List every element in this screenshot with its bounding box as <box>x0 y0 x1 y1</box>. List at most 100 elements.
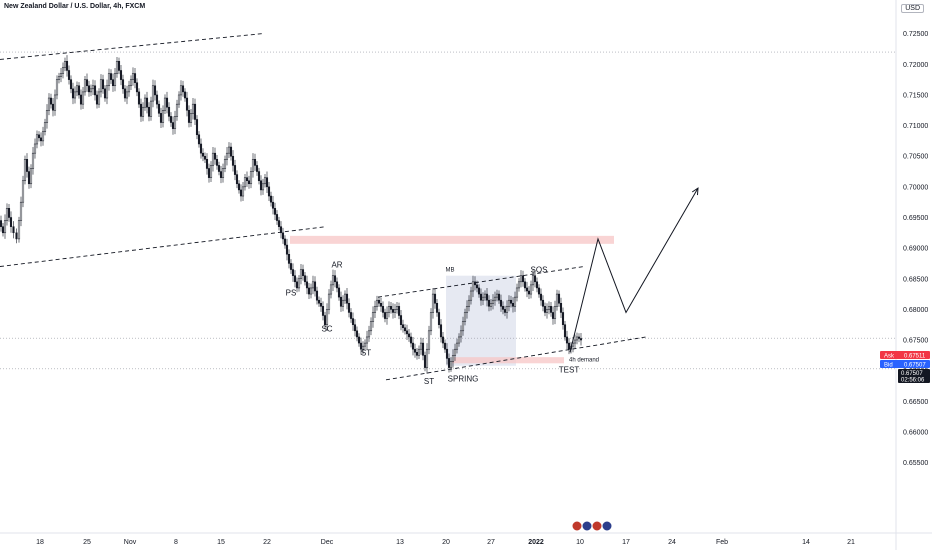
candle-body <box>497 293 501 301</box>
candle-body <box>395 306 399 310</box>
candle-body <box>63 61 67 68</box>
candle-body <box>35 134 39 145</box>
time-axis[interactable]: 18 25 Nov 8 15 22 Dec 13 20 27 2022 10 17 24 Feb 14 21 <box>36 539 855 546</box>
time-tick-label: Dec <box>321 539 334 546</box>
candle-body <box>12 226 15 234</box>
candle-body <box>3 220 7 234</box>
candle-body <box>29 168 33 185</box>
candle-body <box>507 299 511 307</box>
candle-body <box>33 143 37 154</box>
candle-body <box>223 159 227 169</box>
price-tick-label: 0.72500 <box>903 31 928 38</box>
bid-tag-value: 0.67507 <box>904 363 926 369</box>
economic-event-icon[interactable] <box>571 520 583 532</box>
candle-body <box>1 226 5 234</box>
candle-body <box>257 171 261 181</box>
time-tick-label: 25 <box>83 539 91 546</box>
candle-body <box>101 79 105 90</box>
candle-body <box>123 88 127 99</box>
candle-body <box>155 94 159 105</box>
candle-body <box>263 177 267 185</box>
price-axis[interactable]: 0.72500 0.72000 0.71500 0.71000 0.70500 0.700… <box>903 31 928 467</box>
candle-body <box>309 287 313 295</box>
candle-body <box>473 281 477 286</box>
candle-body <box>373 306 377 313</box>
time-tick-label: 8 <box>174 539 178 546</box>
candle-body <box>119 70 123 80</box>
candle-body <box>251 159 255 172</box>
candle-body <box>85 79 89 87</box>
candle-body <box>135 82 139 93</box>
candle-body <box>461 321 465 332</box>
candle-body <box>77 85 81 96</box>
bar-countdown: 02:56:06 <box>901 378 925 384</box>
candle-body <box>87 85 91 93</box>
chart-title: New Zealand Dollar / U.S. Dollar, 4h, FX… <box>4 3 146 10</box>
annotation-label: SC <box>321 324 332 333</box>
candle-body <box>19 201 23 221</box>
candle-body <box>519 275 523 283</box>
candle-body <box>319 303 323 307</box>
candle-body <box>159 113 163 123</box>
candle-body <box>295 281 299 289</box>
event-flags[interactable] <box>571 520 613 532</box>
candle-body <box>93 85 97 96</box>
candle-body <box>259 180 263 191</box>
candle-body <box>425 348 429 368</box>
annotation-label: MB <box>446 267 455 273</box>
annotation-label: ST <box>361 348 371 357</box>
candle-body <box>239 189 243 197</box>
candle-body <box>285 244 289 255</box>
candle-body <box>365 336 369 344</box>
price-tick-label: 0.66500 <box>903 399 928 406</box>
trend-line <box>0 33 263 60</box>
time-tick-label: 27 <box>487 539 495 546</box>
candle-body <box>517 281 521 289</box>
candle-body <box>457 336 461 344</box>
candle-body <box>545 309 549 313</box>
candle-body <box>245 177 249 181</box>
candle-body <box>431 293 435 313</box>
economic-event-icon[interactable] <box>591 520 603 532</box>
candle-body <box>157 103 161 114</box>
candle-body <box>491 299 495 304</box>
candle-body <box>279 226 283 234</box>
candle-body <box>145 97 149 108</box>
candle-body <box>191 103 195 114</box>
time-tick-label: 24 <box>668 539 676 546</box>
candle-body <box>523 281 527 289</box>
economic-event-icon[interactable] <box>581 520 593 532</box>
candle-body <box>369 321 373 332</box>
candle-body <box>573 339 577 344</box>
economic-event-icon[interactable] <box>601 520 613 532</box>
candle-body <box>327 293 331 310</box>
candle-body <box>529 284 533 295</box>
candle-body <box>481 296 485 301</box>
candle-body <box>397 306 401 316</box>
candle-body <box>55 79 59 96</box>
candle-body <box>483 293 487 298</box>
candle-body <box>405 330 409 335</box>
candle-body <box>515 287 519 298</box>
candle-body <box>237 183 241 191</box>
candle-body <box>275 214 279 221</box>
candle-body <box>57 76 61 80</box>
annotation-label: PS <box>286 288 297 297</box>
candle-body <box>261 183 265 191</box>
candle-body <box>557 293 561 304</box>
candle-body <box>287 253 291 264</box>
currency-selector[interactable]: USD <box>901 4 924 13</box>
candle-body <box>291 269 295 276</box>
candle-body <box>37 134 41 139</box>
candle-body <box>567 342 571 350</box>
candle-body <box>167 106 171 117</box>
candle-body <box>39 137 43 142</box>
candle-body <box>171 122 175 129</box>
candle-body <box>173 116 177 129</box>
candle-body <box>267 186 271 197</box>
candle-body <box>215 159 219 166</box>
candle-body <box>153 85 157 96</box>
projection-layer <box>569 187 699 353</box>
price-tick-label: 0.69500 <box>903 215 928 222</box>
